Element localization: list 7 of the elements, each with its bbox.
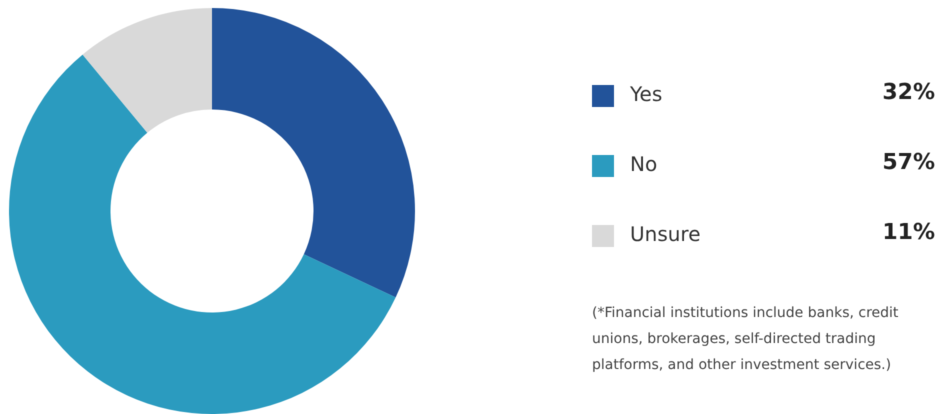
data-label: 11% [882,220,935,245]
text: (*Financial institutions include banks, credit unions, brokerages, self-directed trading platforms, and other investment services.) [592,304,900,375]
legend-label: Yes [630,82,662,106]
data-label: 57% [882,150,935,175]
data-label: 32% [882,80,935,105]
legend-label: Unsure [630,222,700,246]
legend-label: No [630,152,658,176]
